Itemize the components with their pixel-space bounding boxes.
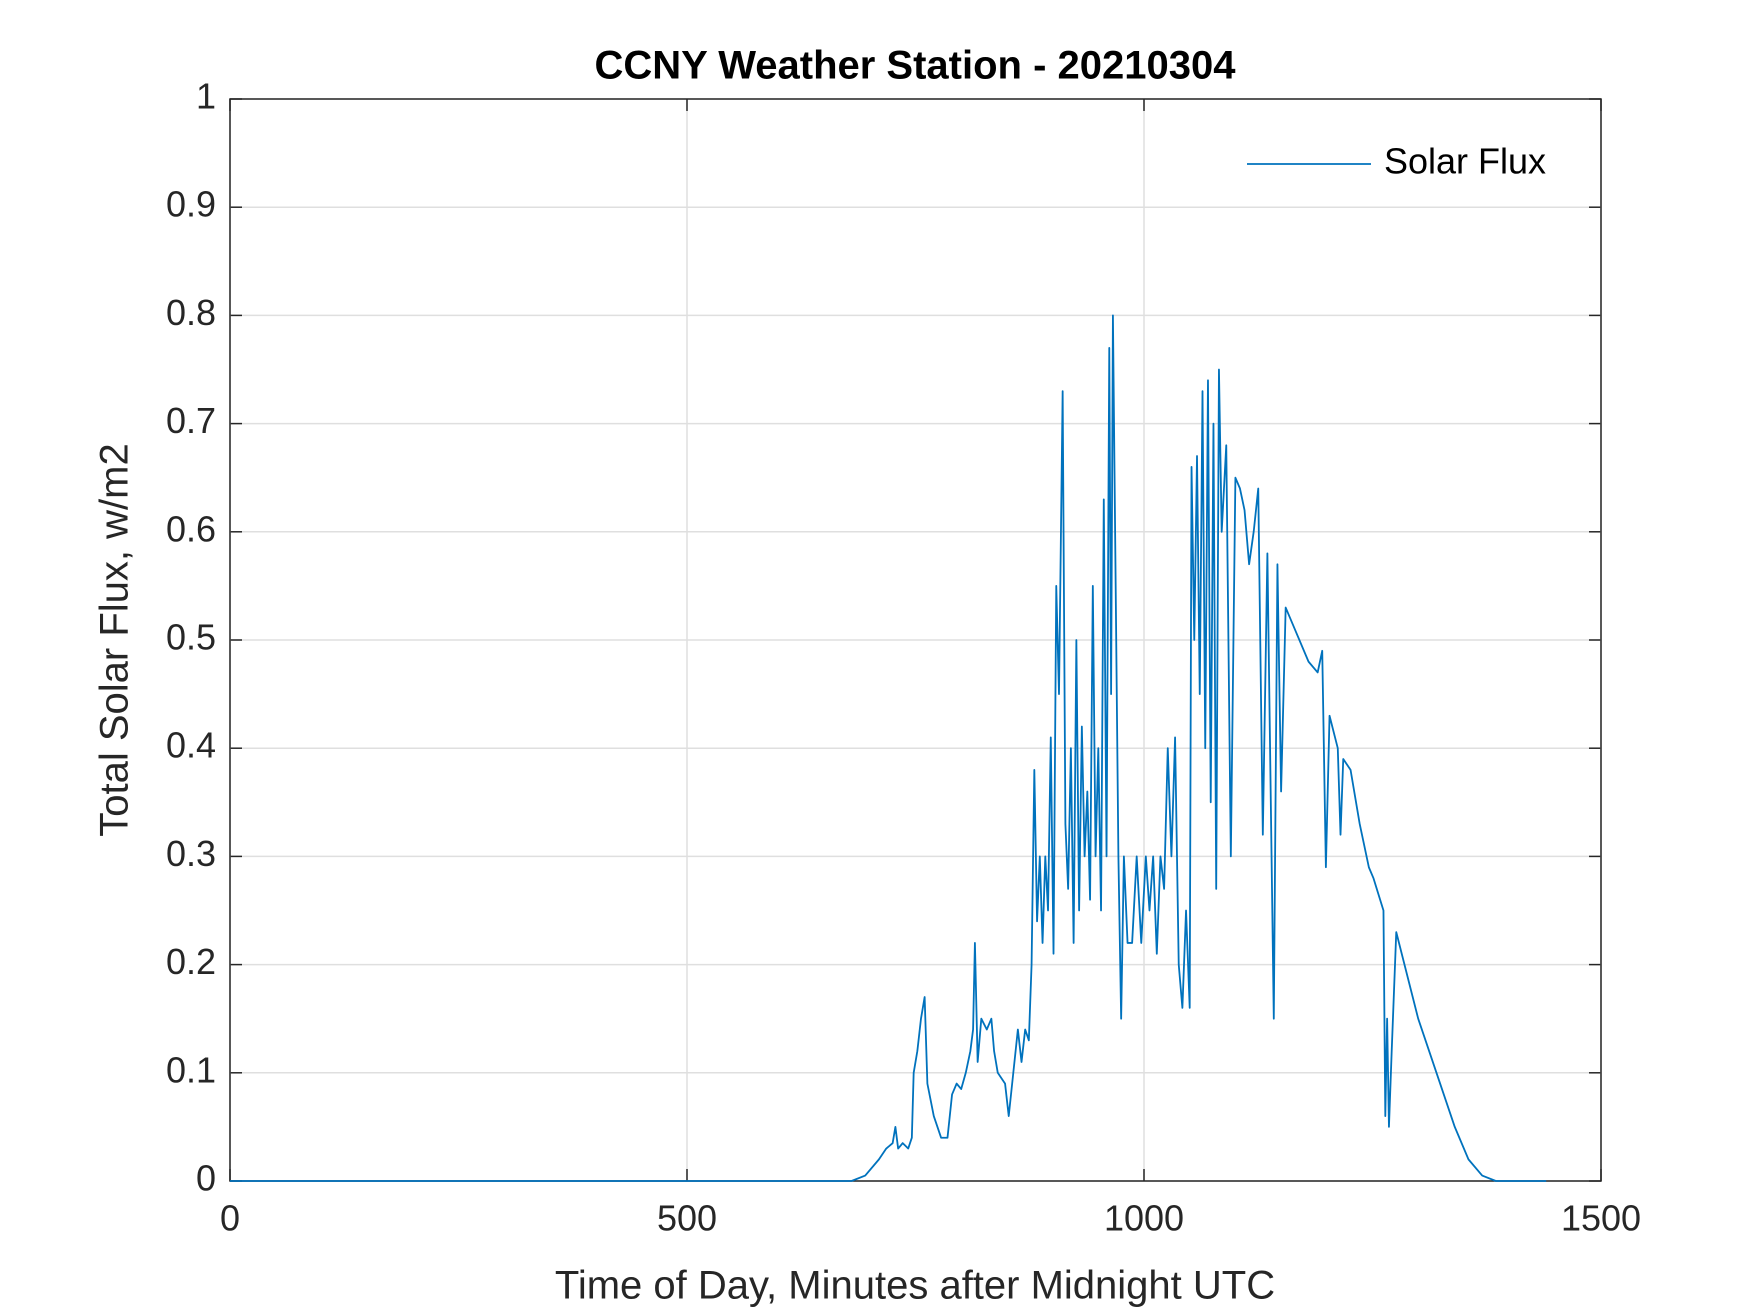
y-axis-label: Total Solar Flux, w/m2 bbox=[93, 443, 137, 836]
y-tick-label: 0.3 bbox=[166, 833, 216, 874]
y-tick-label: 0.9 bbox=[166, 184, 216, 225]
chart-title: CCNY Weather Station - 20210304 bbox=[595, 44, 1237, 88]
x-tick-label: 500 bbox=[657, 1198, 717, 1239]
x-tick-label: 0 bbox=[220, 1198, 240, 1239]
plot-frame bbox=[229, 98, 1602, 1182]
y-tick-label: 0.4 bbox=[166, 725, 216, 766]
legend-label: Solar Flux bbox=[1384, 141, 1546, 182]
x-tick-label: 1500 bbox=[1561, 1198, 1641, 1239]
x-tick-label: 1000 bbox=[1104, 1198, 1184, 1239]
y-tick-label: 0.5 bbox=[166, 617, 216, 658]
y-tick-label: 0.7 bbox=[166, 400, 216, 441]
data-line bbox=[230, 314, 1547, 1182]
y-tick-label: 0 bbox=[196, 1158, 216, 1199]
x-axis-label: Time of Day, Minutes after Midnight UTC bbox=[555, 1264, 1275, 1308]
y-tick-label: 0.2 bbox=[166, 941, 216, 982]
y-tick-label: 0.1 bbox=[166, 1049, 216, 1090]
y-tick-label: 1 bbox=[196, 76, 216, 117]
y-tick-label: 0.8 bbox=[166, 292, 216, 333]
y-tick-label: 0.6 bbox=[166, 508, 216, 549]
